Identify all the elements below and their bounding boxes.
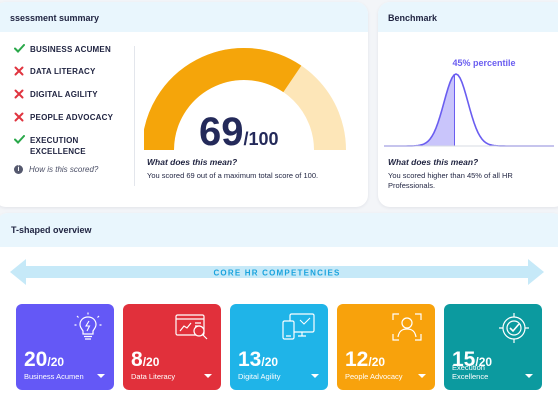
tile-score-max: /20 — [261, 355, 279, 369]
skill-label: BUSINESS ACUMEN — [30, 45, 111, 54]
assessment-summary-title: ssessment summary — [0, 2, 368, 32]
tile-score: 12/20 — [345, 348, 385, 372]
benchmark-title: Benchmark — [378, 2, 558, 32]
skill-item: DIGITAL AGILITY — [14, 89, 124, 102]
assessment-summary-card: ssessment summary BUSINESS ACUMEN DATA L… — [0, 2, 368, 207]
tile-data-literacy[interactable]: 8/20 Data Literacy — [123, 304, 221, 390]
skill-label: PEOPLE ADVOCACY — [30, 113, 114, 122]
tile-score-value: 13 — [238, 348, 262, 371]
tile-score-value: 8 — [131, 348, 143, 371]
cross-icon — [14, 112, 28, 125]
skill-label: DIGITAL AGILITY — [30, 90, 98, 99]
tile-execution-excellence[interactable]: 15/20 Execution Excellence — [444, 304, 542, 390]
cross-icon — [14, 89, 28, 102]
skill-item: BUSINESS ACUMEN — [14, 44, 124, 56]
distribution-curve — [384, 73, 554, 147]
person-focus-icon — [391, 312, 423, 347]
benchmark-meaning-text: You scored higher than 45% of all HR Pro… — [388, 171, 513, 190]
skills-list: BUSINESS ACUMEN DATA LITERACY DIGITAL AG… — [14, 44, 124, 174]
target-check-icon — [498, 312, 530, 349]
chevron-down-icon[interactable] — [311, 374, 319, 378]
tile-score-max: /20 — [142, 355, 160, 369]
percentile-label: 45% percentile — [452, 58, 515, 68]
score-display: 69/100 — [199, 110, 279, 155]
tile-score: 13/20 — [238, 348, 278, 372]
score-gauge — [144, 48, 346, 151]
check-icon — [14, 44, 28, 56]
tile-score-max: /20 — [475, 355, 493, 369]
divider — [134, 46, 135, 186]
skill-item: EXECUTION EXCELLENCE — [14, 135, 124, 157]
gauge-fill — [144, 48, 302, 151]
skill-item: PEOPLE ADVOCACY — [14, 112, 124, 125]
info-icon: i — [14, 165, 23, 174]
tile-label: People Advocacy — [345, 372, 403, 381]
meaning-title: What does this mean? — [147, 157, 238, 167]
banner-arrow — [10, 259, 544, 285]
tile-score-value: 15 — [452, 348, 476, 371]
core-competencies-banner: CORE HR COMPETENCIES — [10, 259, 544, 285]
how-scored-label: How is this scored? — [29, 165, 99, 174]
meaning-text: You scored 69 out of a maximum total sco… — [147, 171, 319, 180]
chevron-down-icon[interactable] — [204, 374, 212, 378]
score-max: /100 — [243, 129, 279, 149]
skill-label: EXECUTION EXCELLENCE — [30, 136, 86, 156]
tile-score: 20/20 — [24, 348, 64, 372]
t-shaped-overview-card: T-shaped overview CORE HR COMPETENCIES 2… — [0, 213, 558, 400]
check-icon — [14, 135, 28, 147]
tile-score-value: 20 — [24, 348, 48, 371]
banner-label: CORE HR COMPETENCIES — [213, 269, 340, 278]
lightbulb-icon — [74, 312, 102, 347]
benchmark-distribution-chart: 45% percentile — [384, 58, 554, 147]
tile-label: Business Acumen — [24, 372, 84, 381]
benchmark-meaning-title: What does this mean? — [388, 157, 479, 167]
tile-score-max: /20 — [368, 355, 386, 369]
tile-label: Digital Agility — [238, 372, 281, 381]
tile-people-advocacy[interactable]: 12/20 People Advocacy — [337, 304, 435, 390]
chevron-down-icon[interactable] — [418, 374, 426, 378]
devices-icon — [282, 312, 316, 347]
t-shaped-title: T-shaped overview — [0, 213, 558, 247]
data-analysis-icon — [175, 312, 209, 347]
chevron-down-icon[interactable] — [97, 374, 105, 378]
skill-label: DATA LITERACY — [30, 67, 96, 76]
tile-digital-agility[interactable]: 13/20 Digital Agility — [230, 304, 328, 390]
chevron-down-icon[interactable] — [525, 374, 533, 378]
tile-score: 8/20 — [131, 348, 159, 372]
tile-score-value: 12 — [345, 348, 369, 371]
tile-label: Data Literacy — [131, 372, 176, 381]
score-value: 69 — [199, 110, 244, 154]
cross-icon — [14, 66, 28, 79]
tile-score: 15/20 — [452, 348, 492, 372]
tile-score-max: /20 — [47, 355, 65, 369]
benchmark-card: Benchmark 45% percentile What does this … — [378, 2, 558, 207]
how-scored-link[interactable]: i How is this scored? — [14, 165, 124, 174]
percentile-area — [384, 74, 455, 146]
skill-item: DATA LITERACY — [14, 66, 124, 79]
tile-business-acumen[interactable]: 20/20 Business Acumen — [16, 304, 114, 390]
tile-label: Execution Excellence — [452, 363, 489, 381]
